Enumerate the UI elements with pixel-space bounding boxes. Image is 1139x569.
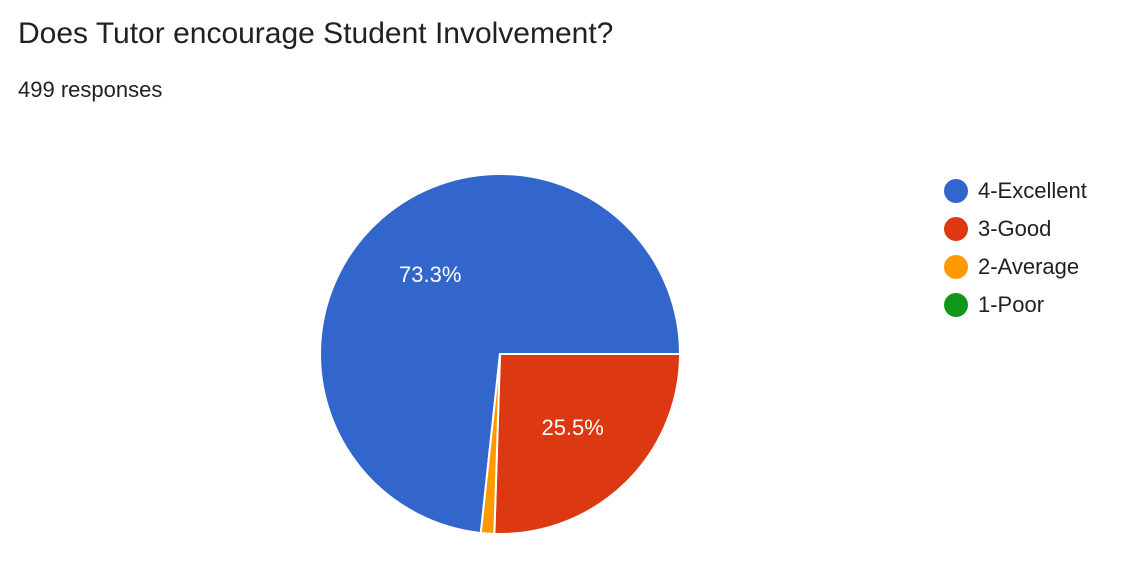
legend-label-good: 3-Good: [978, 216, 1052, 241]
pie-slice-good[interactable]: [493, 353, 682, 535]
legend-swatch-average: [944, 255, 968, 279]
pie-label-excellent: 73.3%: [399, 262, 461, 287]
legend-item-excellent[interactable]: 4-Excellent: [944, 172, 1087, 210]
legend-item-poor[interactable]: 1-Poor: [944, 286, 1087, 324]
chart-legend: 4-Excellent 3-Good 2-Average 1-Poor: [944, 172, 1087, 324]
legend-label-average: 2-Average: [978, 254, 1080, 279]
legend-swatch-excellent: [944, 179, 968, 203]
pie-label-good: 25.5%: [541, 415, 603, 440]
pie-slice-average[interactable]: [479, 353, 501, 535]
legend-swatch-good: [944, 217, 968, 241]
response-count: 499 responses: [18, 77, 163, 102]
legend-swatch-poor: [944, 293, 968, 317]
legend-label-poor: 1-Poor: [978, 292, 1045, 317]
legend-label-excellent: 4-Excellent: [978, 178, 1087, 203]
legend-item-average[interactable]: 2-Average: [944, 248, 1087, 286]
chart-title: Does Tutor encourage Student Involvement…: [18, 17, 614, 50]
legend-item-good[interactable]: 3-Good: [944, 210, 1087, 248]
